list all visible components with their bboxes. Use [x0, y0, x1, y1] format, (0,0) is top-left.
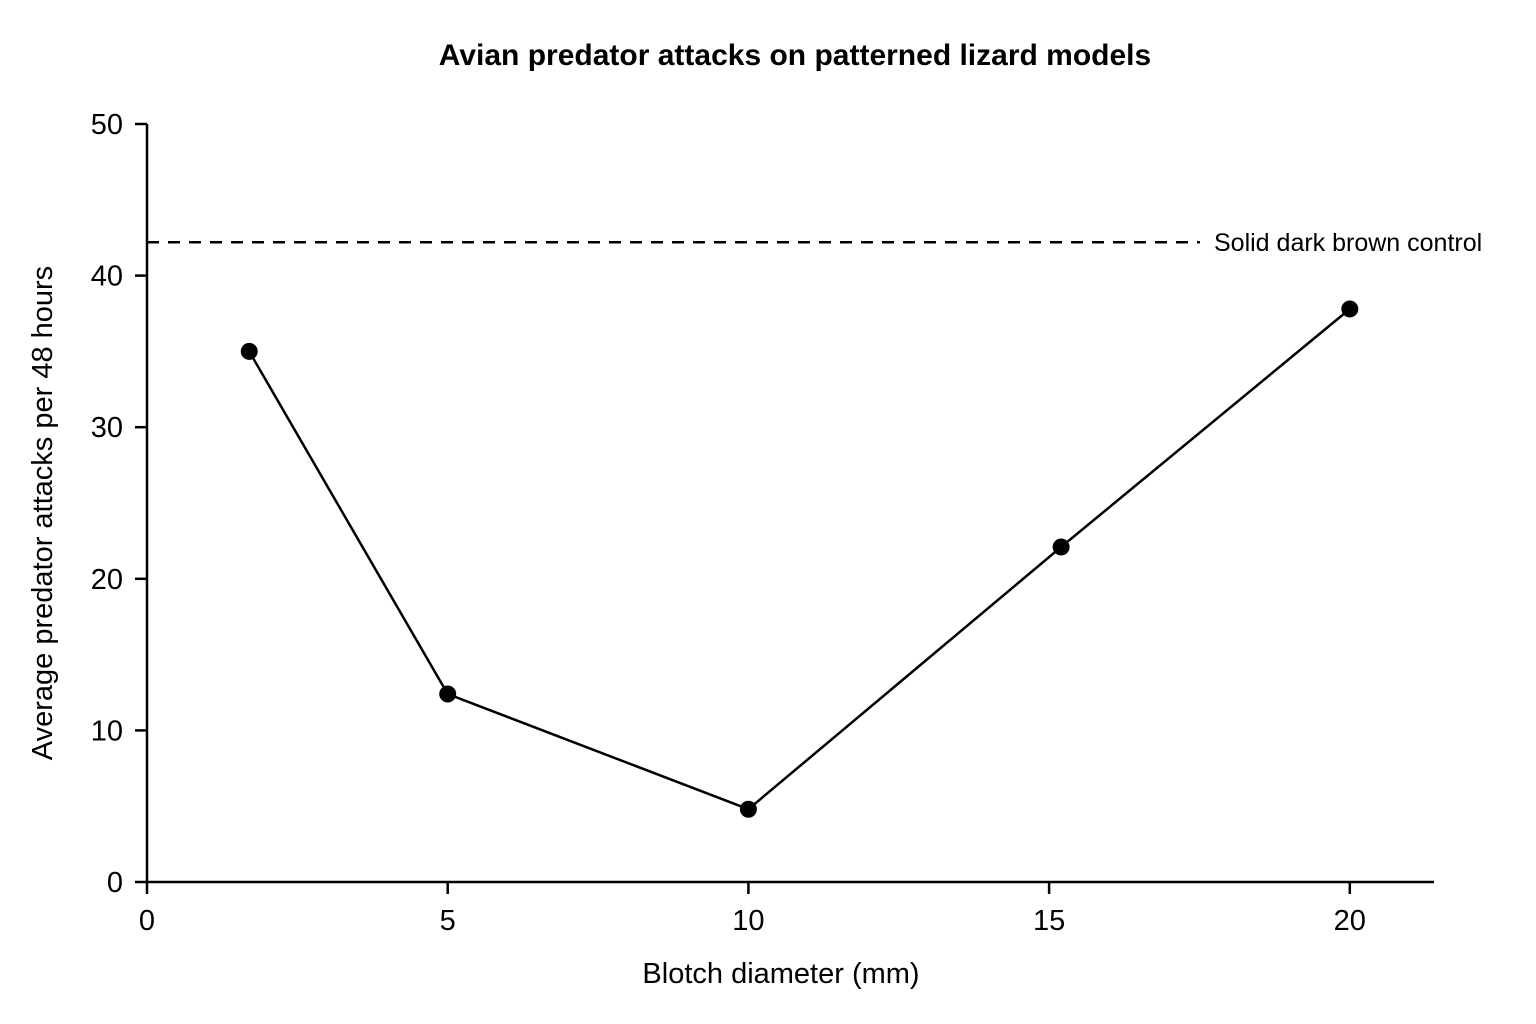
- data-point: [1052, 538, 1070, 556]
- y-tick-label: 50: [91, 109, 123, 141]
- chart-title: Avian predator attacks on patterned liza…: [439, 39, 1151, 72]
- x-tick-label: 0: [139, 905, 155, 937]
- y-axis-label: Average predator attacks per 48 hours: [27, 266, 59, 760]
- x-axis-label: Blotch diameter (mm): [642, 958, 919, 990]
- y-tick-label: 10: [91, 715, 123, 747]
- y-ticks: 0 10 20 30 40 50: [91, 109, 147, 899]
- y-tick-label: 20: [91, 564, 123, 596]
- reference-line-label: Solid dark brown control: [1214, 229, 1482, 257]
- axes: [145, 124, 1434, 884]
- data-point: [739, 800, 757, 818]
- x-tick-label: 15: [1033, 905, 1065, 937]
- data-point: [240, 342, 258, 360]
- data-point: [439, 685, 457, 703]
- y-tick-label: 30: [91, 412, 123, 444]
- series-line: [248, 308, 1351, 811]
- x-ticks: 0 5 10 15 20: [139, 882, 1366, 937]
- series: [240, 300, 1359, 818]
- x-tick-label: 20: [1334, 905, 1366, 937]
- x-tick-label: 10: [732, 905, 764, 937]
- y-tick-label: 0: [107, 867, 123, 899]
- y-tick-label: 40: [91, 261, 123, 293]
- data-point: [1341, 300, 1359, 318]
- x-tick-label: 5: [440, 905, 456, 937]
